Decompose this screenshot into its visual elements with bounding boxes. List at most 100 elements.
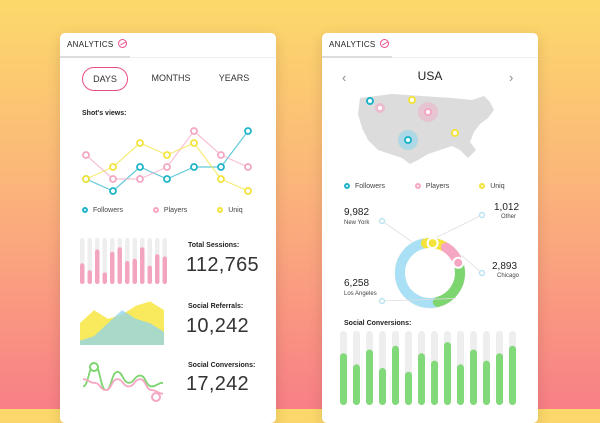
social-conversions-label: Social Conversions: — [188, 362, 256, 369]
tab-months[interactable]: MONTHS — [151, 73, 191, 83]
leader-dot — [378, 297, 386, 305]
bar[interactable] — [418, 353, 425, 405]
leader-line — [381, 220, 413, 243]
conversions-wave-chart — [82, 362, 164, 402]
total-sessions-value: 112,765 — [186, 254, 259, 276]
usa-map — [358, 94, 494, 164]
tab-years[interactable]: YEARS — [218, 73, 250, 83]
data-point[interactable] — [82, 151, 90, 159]
data-point[interactable] — [136, 139, 144, 147]
leader-line — [381, 298, 456, 302]
bar[interactable] — [110, 251, 115, 284]
leader-line — [460, 254, 483, 274]
analytics-card-left: ANALYTICS DAYS MONTHS YEARS Shot's views… — [60, 33, 276, 423]
wave-point[interactable] — [151, 392, 161, 402]
bar[interactable] — [132, 258, 138, 284]
donut-marker[interactable] — [426, 237, 439, 250]
legend-label: Followers — [355, 183, 385, 190]
bar[interactable] — [340, 353, 347, 405]
data-point[interactable] — [136, 175, 144, 183]
wave-point[interactable] — [89, 362, 99, 372]
map-marker-followers-center — [404, 136, 412, 144]
data-point[interactable] — [217, 163, 225, 171]
data-point[interactable] — [190, 127, 198, 135]
bar[interactable] — [95, 249, 100, 285]
bar[interactable] — [162, 256, 168, 284]
data-point[interactable] — [136, 163, 144, 171]
data-point[interactable] — [82, 175, 90, 183]
bar[interactable] — [125, 261, 130, 284]
chicago-value: 2,893 — [492, 261, 518, 272]
donut-marker[interactable] — [452, 256, 465, 269]
data-point[interactable] — [244, 163, 252, 171]
data-point[interactable] — [109, 163, 117, 171]
legend-item-players: Players — [152, 207, 187, 214]
data-point[interactable] — [190, 139, 198, 147]
slice-los-angeles[interactable] — [432, 262, 465, 307]
data-point[interactable] — [163, 151, 171, 159]
legend-label: Players — [425, 183, 450, 190]
bar[interactable] — [496, 353, 503, 405]
slice-new-york[interactable] — [395, 238, 441, 308]
header-underline — [60, 56, 130, 58]
referrals-area-chart — [80, 301, 164, 345]
leader-dot — [478, 211, 486, 219]
city-donut-chart — [378, 211, 486, 309]
bar[interactable] — [509, 345, 516, 405]
data-point[interactable] — [163, 163, 171, 171]
tab-days[interactable]: DAYS — [82, 67, 128, 91]
legend-item-followers: Followers — [82, 207, 123, 214]
bar[interactable] — [366, 349, 373, 406]
dribbble-icon — [118, 39, 127, 48]
data-point[interactable] — [190, 163, 198, 171]
data-point[interactable] — [109, 175, 117, 183]
map-marker-followers[interactable] — [366, 97, 374, 105]
bar[interactable] — [470, 349, 477, 406]
header-underline — [322, 56, 392, 58]
bar[interactable] — [353, 364, 360, 405]
country-title: USA — [417, 69, 443, 83]
bar[interactable] — [80, 263, 85, 284]
legend-item-players: Players — [414, 183, 450, 190]
data-point[interactable] — [217, 175, 225, 183]
legend-item-followers: Followers — [344, 183, 385, 190]
bar[interactable] — [117, 247, 123, 284]
bar[interactable] — [147, 265, 153, 284]
bar[interactable] — [392, 345, 399, 405]
map-marker-uniq[interactable] — [451, 129, 459, 137]
followers-dot-icon — [344, 183, 350, 190]
data-point[interactable] — [244, 127, 252, 135]
leader-dot — [478, 269, 486, 277]
bar[interactable] — [431, 360, 438, 405]
bar[interactable] — [405, 371, 412, 405]
data-point[interactable] — [163, 175, 171, 183]
bar[interactable] — [379, 368, 386, 405]
leader-dot — [378, 217, 386, 225]
data-point[interactable] — [244, 187, 252, 195]
bar[interactable] — [444, 342, 451, 405]
bar[interactable] — [457, 364, 464, 405]
bar[interactable] — [140, 247, 145, 284]
bar-track — [102, 238, 107, 284]
new-york-value: 9,982 — [344, 207, 370, 218]
total-sessions-label: Total Sessions: — [188, 242, 240, 249]
chevron-right-icon[interactable]: › — [509, 70, 514, 85]
social-referrals-label: Social Referrals: — [188, 303, 244, 310]
bar[interactable] — [102, 272, 108, 285]
data-point[interactable] — [217, 151, 225, 159]
conversions-bar-chart — [340, 331, 516, 406]
map-legend: Followers Players Uniq — [344, 183, 505, 190]
los-angeles-label: Los Angeles — [344, 291, 377, 297]
bar[interactable] — [483, 360, 490, 405]
data-point[interactable] — [109, 187, 117, 195]
wave-pink — [82, 378, 164, 395]
other-value: 1,012 — [494, 202, 520, 213]
map-marker-uniq[interactable] — [408, 96, 416, 104]
bar[interactable] — [87, 270, 93, 284]
views-line-chart — [82, 127, 252, 195]
chevron-left-icon[interactable]: ‹ — [342, 70, 347, 85]
legend-label: Uniq — [228, 207, 243, 214]
social-referrals-value: 10,242 — [186, 315, 249, 337]
area-blue — [80, 310, 164, 345]
bar[interactable] — [155, 254, 160, 284]
